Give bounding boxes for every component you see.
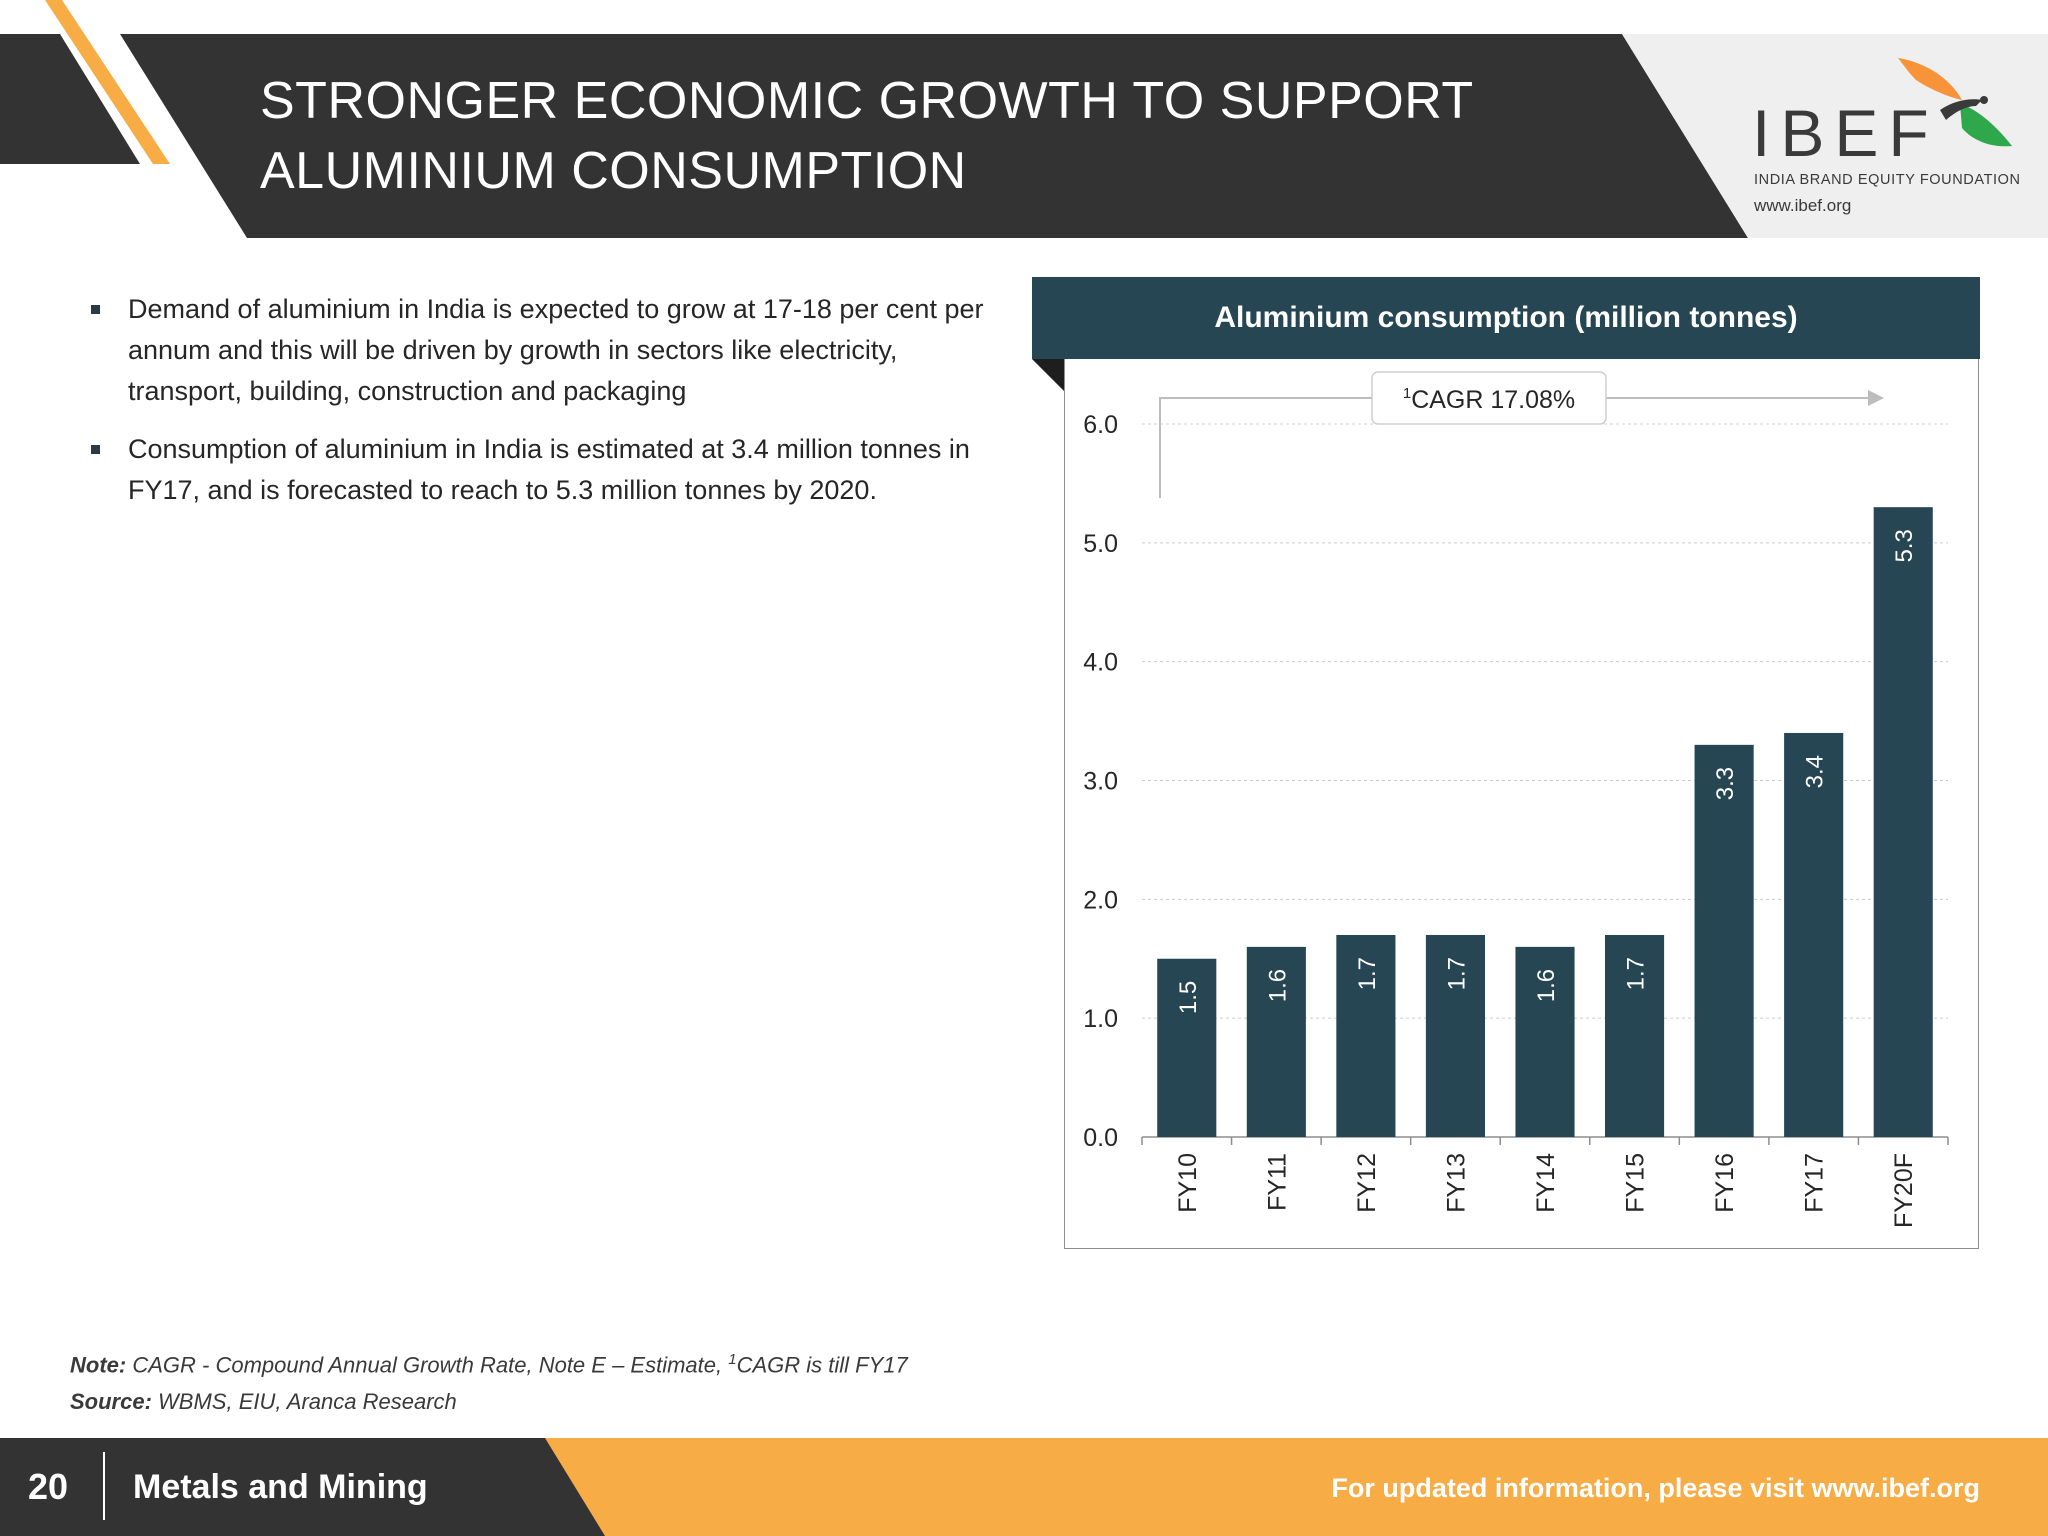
bar-fy13 [1425,934,1485,1137]
data-label: 1.6 [1533,969,1560,1002]
bar-fy14 [1515,946,1575,1137]
bar-fy12 [1336,934,1396,1137]
chart-frame [1064,359,1979,1249]
bar-fy11 [1246,946,1306,1137]
bar-fy16 [1694,744,1754,1137]
header-banner [0,0,2048,238]
x-tick-label: FY11 [1263,1153,1291,1211]
chart-title: Aluminium consumption (million tonnes) [1032,277,1980,359]
x-tick-label: FY12 [1353,1153,1381,1213]
x-tick-label: FY16 [1711,1153,1739,1213]
y-tick-label: 4.0 [1083,649,1118,677]
y-tick-label: 0.0 [1083,1124,1118,1152]
bullet-icon [91,445,100,454]
footer-dark-panel [0,1438,605,1536]
ibef-bird-icon [1898,58,2012,147]
note-line: Note: CAGR - Compound Annual Growth Rate… [70,1351,908,1378]
note-text: CAGR - Compound Annual Growth Rate, Note… [126,1352,729,1378]
bar-fy15 [1605,934,1665,1137]
y-tick-label: 3.0 [1083,768,1118,796]
header-accent-stripe [45,0,170,164]
cagr-superscript: 1 [1403,385,1411,402]
data-label: 1.7 [1443,957,1470,990]
cagr-text: CAGR 17.08% [1411,386,1575,414]
source-label: Source: [70,1389,152,1414]
cagr-arrow-line [1159,397,1874,498]
data-label: 1.7 [1623,957,1650,990]
note-label: Note: [70,1352,127,1378]
cagr-callout-box [1371,371,1607,425]
chart-header-fold [1032,359,1064,391]
bar-chart: 0.0 1.0 2.0 3.0 4.0 5.0 6.0 1.5 1.6 1.7 1.7 1.6 1.7… [1032,359,1949,1228]
source-text: WBMS, EIU, Aranca Research [151,1389,457,1414]
x-tick-label: FY15 [1622,1153,1650,1213]
bar-fy17 [1784,732,1844,1137]
x-tick-label: FY14 [1532,1153,1560,1213]
bullet-icon [91,305,100,314]
data-label: 1.6 [1264,969,1291,1002]
x-tick-label: FY20F [1890,1153,1918,1228]
note-superscript: 1 [728,1351,737,1368]
data-label: 1.7 [1354,957,1381,990]
header-title-bar [120,34,1748,238]
page-title-line-2: ALUMINIUM CONSUMPTION [260,142,967,200]
y-tick-label: 5.0 [1083,530,1118,558]
page-title-line-1: STRONGER ECONOMIC GROWTH TO SUPPORT [260,72,1474,130]
logo-subtitle: INDIA BRAND EQUITY FOUNDATION [1754,172,2021,188]
x-tick-label: FY10 [1174,1153,1202,1213]
y-tick-label: 2.0 [1083,886,1118,914]
bullet-text-1: Demand of aluminium in India is expected… [128,294,984,406]
x-tick-label: FY17 [1801,1153,1829,1213]
footer-website-link[interactable]: For updated information, please visit ww… [1331,1473,1980,1503]
data-label: 5.3 [1891,529,1918,562]
data-label: 3.3 [1712,767,1739,800]
footer-divider [103,1452,105,1520]
y-tick-label: 1.0 [1083,1005,1118,1033]
note-tail: CAGR is till FY17 [736,1352,908,1378]
bar-fy20f [1873,507,1933,1137]
data-label: 1.5 [1175,981,1202,1014]
bar-fy10 [1157,958,1217,1137]
header-left-block [0,34,140,164]
source-line: Source: WBMS, EIU, Aranca Research [70,1389,457,1415]
ibef-logo-text: IBEF [1752,96,1939,170]
x-tick-label: FY13 [1442,1153,1470,1213]
section-name: Metals and Mining [133,1468,428,1506]
data-label: 3.4 [1802,755,1829,788]
bullet-text-2: Consumption of aluminium in India is est… [128,434,970,505]
y-tick-label: 6.0 [1083,411,1118,439]
cagr-arrowhead-icon [1868,390,1884,406]
logo-url: www.ibef.org [1754,196,1852,215]
cagr-label: 1CAGR 17.08% [1403,385,1575,414]
page-number: 20 [28,1466,69,1507]
